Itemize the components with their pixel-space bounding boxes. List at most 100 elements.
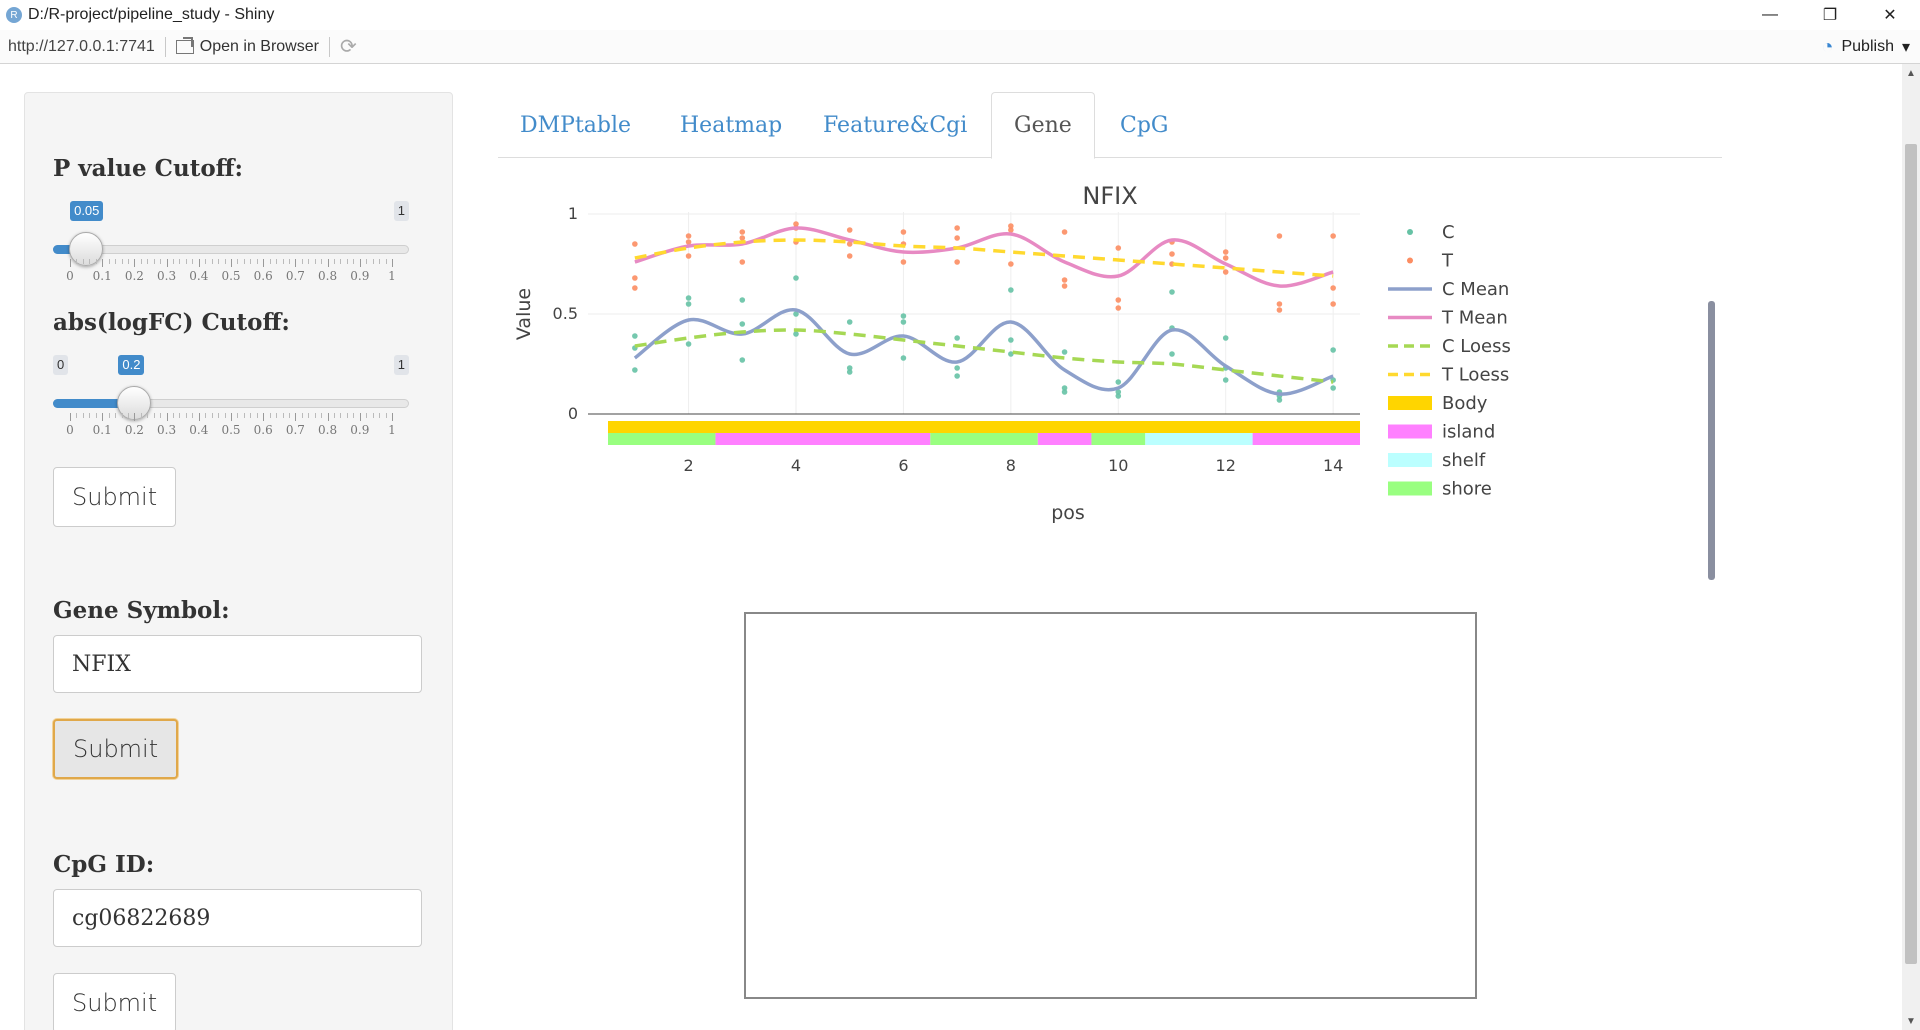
legend-island-symbol	[1388, 424, 1432, 439]
slider-tick-label: 1	[388, 423, 396, 437]
submit-gene-button[interactable]: Submit	[53, 719, 179, 779]
point-t	[1276, 307, 1283, 313]
point-c	[846, 365, 853, 371]
legend-t-mean-label: T Mean	[1441, 308, 1508, 329]
logfc-slider[interactable]: 0 1 0.2 0 0.1 0.2 0.3 0.4 0.5 0.6 0.7 0.8 0.9 1	[53, 355, 409, 437]
point-t	[1330, 301, 1336, 307]
tab-feature-cgi[interactable]: Feature&Cgi	[823, 112, 968, 138]
slider-value-label: 0.05	[70, 201, 104, 221]
page-scrollbar[interactable]: ▲ ▼	[1902, 64, 1920, 1030]
slider-tick	[211, 259, 213, 264]
tab-dmptable[interactable]: DMPtable	[520, 112, 632, 138]
url-display[interactable]: http://127.0.0.1:7741	[8, 37, 155, 55]
slider-tick	[173, 259, 175, 264]
tab-heatmap[interactable]: Heatmap	[680, 112, 783, 138]
gene-plot[interactable]: 2 4 6 8 10 12 14 0 0.5 1 NFIX pos Value C T C Mean T Mea…	[498, 174, 1722, 604]
slider-tick	[134, 259, 136, 267]
sidebar-panel: P value Cutoff: 1 0.05 0 0.1 0.2 0.3 0.4 0.5 0…	[24, 92, 453, 1030]
close-button[interactable]: ✕	[1883, 7, 1897, 24]
open-in-browser-button[interactable]: Open in Browser	[175, 36, 319, 56]
point-c	[1222, 335, 1229, 341]
point-t	[1115, 305, 1122, 311]
publish-label: Publish	[1841, 38, 1894, 55]
point-t	[685, 239, 692, 245]
refresh-icon[interactable]: ⟳	[339, 36, 357, 58]
slider-tick	[115, 413, 117, 418]
legend-body-symbol	[1388, 396, 1432, 410]
slider-handle[interactable]	[69, 232, 104, 266]
tab-gene[interactable]: Gene	[991, 92, 1095, 159]
slider-tick	[366, 413, 368, 418]
track-segment-island	[1037, 433, 1092, 445]
slider-tick	[276, 259, 278, 264]
slider-tick	[198, 413, 200, 421]
slider-tick-label: 0.6	[253, 269, 273, 283]
point-t	[1169, 251, 1175, 257]
point-t	[900, 259, 907, 265]
slider-track[interactable]	[53, 245, 409, 254]
slider-value-label: 0.2	[118, 355, 145, 375]
point-c	[1222, 377, 1229, 383]
track-segment-shore	[1091, 433, 1146, 445]
point-t	[846, 227, 853, 233]
slider-tick	[263, 413, 265, 421]
slider-tick	[95, 259, 97, 264]
point-t	[846, 253, 853, 259]
point-t	[1115, 297, 1122, 303]
point-t	[632, 285, 638, 291]
restore-button[interactable]: ❐	[1822, 7, 1838, 24]
gene-chart-svg[interactable]: 2 4 6 8 10 12 14 0 0.5 1 NFIX pos Value CT C Mean T Mea…	[498, 174, 1722, 604]
track-segment-island	[715, 433, 931, 445]
slider-tick	[70, 413, 71, 421]
x-tick-label: 10	[1108, 456, 1128, 475]
slider-tick	[301, 413, 303, 418]
slider-tick	[385, 413, 387, 418]
x-tick-label: 8	[1006, 456, 1016, 475]
slider-tick	[192, 259, 194, 264]
point-c	[846, 369, 853, 375]
slider-tick-label: 0.9	[350, 423, 370, 437]
slider-tick	[379, 413, 381, 418]
chevron-down-icon[interactable]: ▾	[1901, 39, 1910, 56]
point-c	[954, 373, 960, 379]
slider-tick	[76, 259, 78, 264]
scroll-up-arrow-icon[interactable]: ▲	[1906, 67, 1916, 79]
slider-tick	[89, 259, 91, 264]
slider-tick	[243, 413, 245, 418]
slider-tick	[224, 413, 226, 418]
legend-c-label: C	[1442, 222, 1455, 243]
window-controls: — ❐ ✕	[1740, 0, 1920, 30]
slider-tick	[205, 259, 207, 264]
slider-tick	[295, 259, 297, 267]
submit-cpg-button[interactable]: Submit	[53, 973, 177, 1030]
point-t	[900, 229, 907, 235]
track-segment-shore	[608, 433, 716, 445]
point-t	[1061, 277, 1068, 283]
legend-t-symbol	[1407, 257, 1413, 264]
slider-tick	[102, 413, 104, 421]
point-c	[1008, 351, 1014, 357]
slider-tick	[140, 259, 142, 264]
cpg-id-input[interactable]: cg06822689	[53, 889, 422, 947]
slider-tick-label: 0.7	[285, 423, 305, 437]
scrollbar-thumb[interactable]	[1905, 144, 1917, 964]
gene-symbol-input[interactable]: NFIX	[53, 635, 422, 693]
point-t	[1008, 227, 1014, 233]
minimize-button[interactable]: —	[1762, 6, 1778, 23]
scroll-down-arrow-icon[interactable]: ▼	[1906, 1015, 1916, 1027]
slider-tick	[308, 413, 310, 418]
slider-tick-label: 0.5	[221, 269, 241, 283]
slider-tick	[372, 259, 374, 264]
slider-tick	[70, 259, 71, 267]
series-c-loess	[634, 328, 1334, 384]
track-segment-island	[1252, 433, 1360, 445]
legend-scrollbar	[1708, 301, 1715, 580]
slider-tick	[250, 259, 252, 264]
publish-button[interactable]: ◔ Publish ▾	[1821, 30, 1910, 64]
point-t	[954, 225, 960, 231]
pvalue-slider[interactable]: 1 0.05 0 0.1 0.2 0.3 0.4 0.5 0.6 0.7 0.8 0.9 1	[53, 201, 409, 283]
legend-c-loess-label: C Loess	[1442, 336, 1511, 357]
tab-cpg[interactable]: CpG	[1120, 112, 1169, 138]
x-tick-label: 6	[898, 456, 908, 475]
submit-cutoff-button[interactable]: Submit	[53, 467, 177, 527]
